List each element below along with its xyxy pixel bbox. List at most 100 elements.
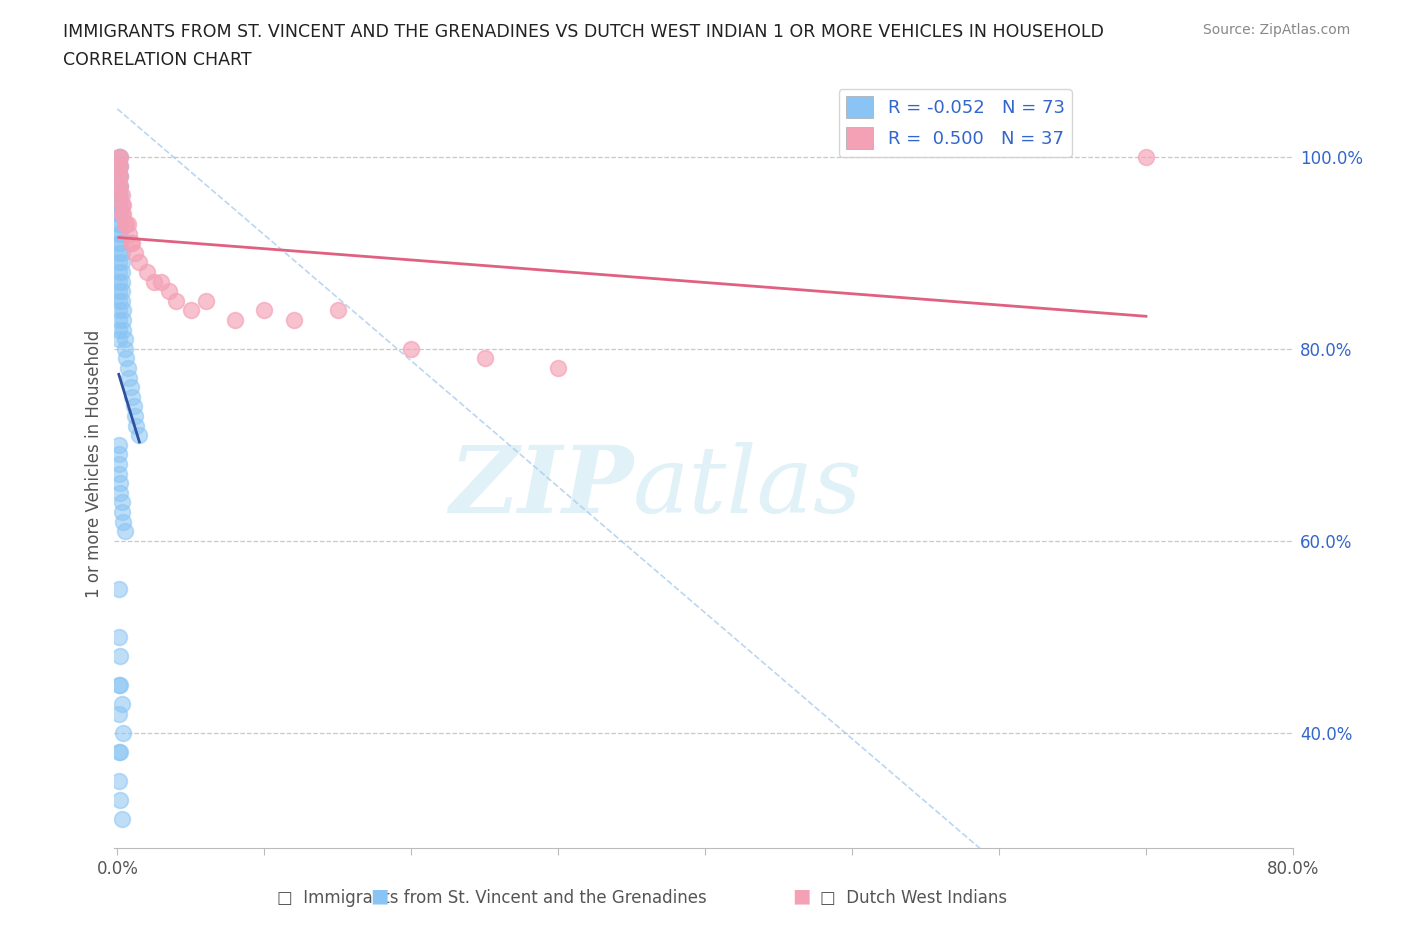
Point xyxy=(111,495,134,510)
Point xyxy=(110,207,132,222)
Point xyxy=(110,226,132,241)
Point xyxy=(110,745,132,760)
Point xyxy=(124,246,146,260)
Point xyxy=(110,188,132,203)
Point xyxy=(114,332,136,347)
Point xyxy=(108,706,131,721)
Point xyxy=(110,485,132,500)
Text: ■: ■ xyxy=(370,887,389,906)
Point xyxy=(108,150,131,165)
Point xyxy=(108,188,131,203)
Point xyxy=(108,466,131,481)
Point xyxy=(114,341,136,356)
Point xyxy=(143,274,166,289)
Point xyxy=(120,236,142,251)
Point xyxy=(180,303,202,318)
Point xyxy=(117,217,139,232)
Text: atlas: atlas xyxy=(633,442,862,532)
Point xyxy=(108,159,131,174)
Point xyxy=(111,812,134,827)
Point xyxy=(108,312,131,327)
Point xyxy=(110,179,132,193)
Point xyxy=(108,179,131,193)
Point xyxy=(108,188,131,203)
Point xyxy=(224,312,246,327)
Point xyxy=(108,150,131,165)
Point xyxy=(108,255,131,270)
Point xyxy=(111,255,134,270)
Point xyxy=(108,179,131,193)
Point xyxy=(112,322,135,337)
Point xyxy=(112,197,135,212)
Point xyxy=(135,265,157,280)
Text: IMMIGRANTS FROM ST. VINCENT AND THE GRENADINES VS DUTCH WEST INDIAN 1 OR MORE VE: IMMIGRANTS FROM ST. VINCENT AND THE GREN… xyxy=(63,23,1104,41)
Point xyxy=(111,284,134,299)
Point xyxy=(111,294,134,309)
Text: ■: ■ xyxy=(792,887,811,906)
Point xyxy=(120,379,142,394)
Point xyxy=(108,168,131,183)
Point xyxy=(111,274,134,289)
Legend: R = -0.052   N = 73, R =  0.500   N = 37: R = -0.052 N = 73, R = 0.500 N = 37 xyxy=(839,89,1071,156)
Point xyxy=(112,312,135,327)
Point xyxy=(111,188,134,203)
Point xyxy=(108,265,131,280)
Point xyxy=(110,677,132,692)
Point xyxy=(112,303,135,318)
Point xyxy=(111,246,134,260)
Y-axis label: 1 or more Vehicles in Household: 1 or more Vehicles in Household xyxy=(86,330,103,598)
Point xyxy=(111,697,134,711)
Text: CORRELATION CHART: CORRELATION CHART xyxy=(63,51,252,69)
Point xyxy=(283,312,305,327)
Point xyxy=(115,351,138,365)
Point xyxy=(108,294,131,309)
Point xyxy=(1135,150,1157,165)
Point xyxy=(108,168,131,183)
Point xyxy=(110,159,132,174)
Point xyxy=(108,274,131,289)
Point xyxy=(108,217,131,232)
Point xyxy=(128,428,150,443)
Point xyxy=(110,236,132,251)
Point xyxy=(115,217,138,232)
Point xyxy=(108,236,131,251)
Point xyxy=(110,217,132,232)
Point xyxy=(111,207,134,222)
Point xyxy=(108,677,131,692)
Point xyxy=(125,418,148,433)
Point xyxy=(108,774,131,789)
Point xyxy=(112,725,135,740)
Point xyxy=(547,361,569,376)
Point xyxy=(108,581,131,596)
Point xyxy=(108,332,131,347)
Point xyxy=(128,255,150,270)
Point xyxy=(114,217,136,232)
Point xyxy=(108,630,131,644)
Text: □  Dutch West Indians: □ Dutch West Indians xyxy=(820,889,1008,907)
Point xyxy=(326,303,349,318)
Point xyxy=(108,284,131,299)
Point xyxy=(118,226,141,241)
Point xyxy=(112,514,135,529)
Point xyxy=(399,341,422,356)
Point xyxy=(117,361,139,376)
Point xyxy=(108,447,131,462)
Point xyxy=(111,265,134,280)
Point xyxy=(108,303,131,318)
Point xyxy=(121,390,143,405)
Point xyxy=(111,197,134,212)
Text: Source: ZipAtlas.com: Source: ZipAtlas.com xyxy=(1202,23,1350,37)
Point xyxy=(118,370,141,385)
Point xyxy=(157,284,180,299)
Point xyxy=(108,207,131,222)
Point xyxy=(111,505,134,520)
Point xyxy=(110,648,132,663)
Point xyxy=(108,246,131,260)
Point xyxy=(110,197,132,212)
Point xyxy=(110,150,132,165)
Point xyxy=(110,476,132,491)
Point xyxy=(122,399,145,414)
Point xyxy=(110,179,132,193)
Point xyxy=(253,303,276,318)
Point xyxy=(112,207,135,222)
